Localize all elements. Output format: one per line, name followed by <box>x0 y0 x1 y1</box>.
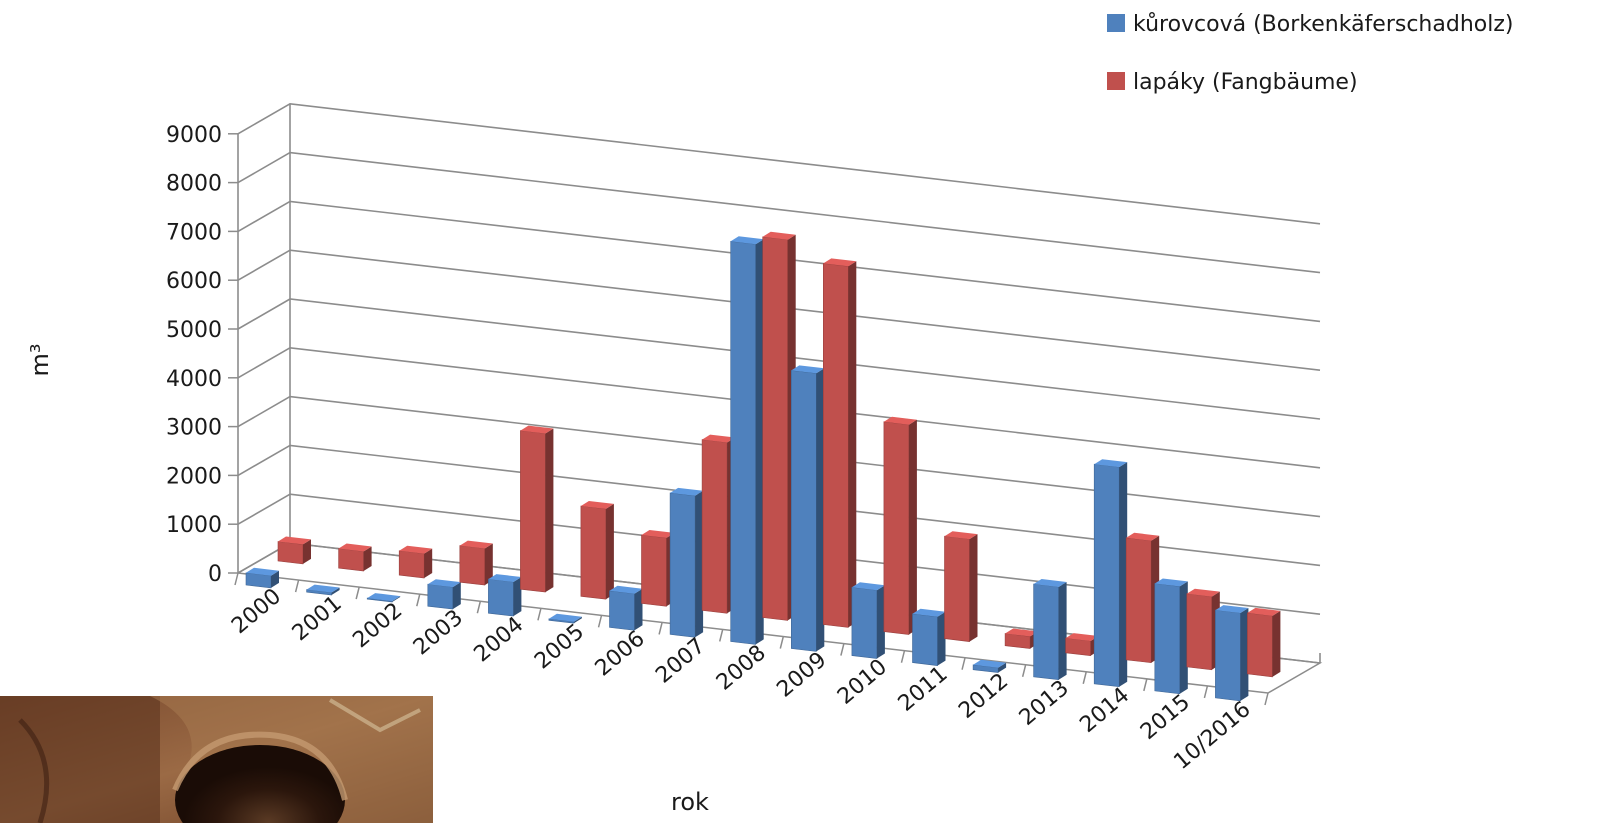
x-tick-label: 2004 <box>470 612 529 667</box>
x-tick-mark <box>537 608 542 621</box>
bar-borkenkafer-2015 <box>1154 578 1188 695</box>
gridline <box>237 102 1321 225</box>
legend-swatch-borkenkafer <box>1107 14 1125 32</box>
x-tick-label: 2012 <box>954 669 1013 724</box>
bar-fangbaume-2010 <box>883 416 917 635</box>
x-tick-mark <box>961 657 966 670</box>
bar-fangbaume-2008 <box>762 231 796 621</box>
x-tick-mark <box>1143 678 1148 692</box>
x-tick-label: 2005 <box>530 619 589 674</box>
x-tick-label: 2000 <box>227 584 286 639</box>
y-tick-label: 7000 <box>166 220 222 245</box>
axes <box>234 103 1321 706</box>
x-tick-label: 2007 <box>651 633 710 688</box>
bar-fangbaume-2012 <box>1004 628 1039 649</box>
bar-fangbaume-2006 <box>641 530 675 607</box>
y-tick-label: 3000 <box>166 416 222 441</box>
x-tick-mark <box>658 622 663 635</box>
bar-borkenkafer-2006 <box>609 585 643 631</box>
bar-borkenkafer-2009 <box>790 365 825 652</box>
x-tick-mark <box>355 586 360 600</box>
bar-borkenkafer-2002 <box>366 593 401 603</box>
x-tick-mark <box>234 572 239 586</box>
bar-fangbaume-2003 <box>459 540 493 586</box>
bar-fangbaume-2011 <box>944 531 978 642</box>
x-tick-mark <box>1264 692 1269 706</box>
bar-borkenkafer-2014 <box>1093 459 1128 688</box>
x-tick-mark <box>597 615 603 628</box>
bar-fangbaume-2009 <box>822 258 857 628</box>
bar-fangbaume-2013 <box>1065 633 1099 657</box>
y-tick-label: 2000 <box>166 464 222 489</box>
x-tick-mark <box>718 629 724 642</box>
bar-fangbaume-2007 <box>701 434 736 614</box>
x-tick-label: 2009 <box>772 648 831 703</box>
x-tick-label: 2002 <box>348 598 407 653</box>
bar-fangbaume-2000 <box>277 536 311 565</box>
bars <box>245 231 1281 702</box>
bar-borkenkafer-2008 <box>730 236 764 645</box>
bar-fangbaume-10/2016 <box>1247 607 1281 678</box>
y-tick-label: 1000 <box>166 513 222 538</box>
x-tick-mark <box>1021 664 1027 677</box>
x-tick-label: 2014 <box>1075 683 1134 738</box>
y-tick-label: 9000 <box>166 123 222 148</box>
x-tick-label: 2015 <box>1136 690 1195 745</box>
x-tick-mark <box>900 650 906 663</box>
bar-borkenkafer-2011 <box>912 608 946 666</box>
x-tick-label: 2010 <box>833 655 892 710</box>
x-tick-label: 2003 <box>409 605 468 660</box>
legend-label-borkenkafer: kůrovcová (Borkenkäferschadholz) <box>1133 12 1513 37</box>
legend-swatch-fangbaume <box>1107 72 1125 90</box>
x-tick-mark <box>476 601 482 614</box>
bar-borkenkafer-2004 <box>488 574 522 617</box>
legend: kůrovcová (Borkenkäferschadholz) lapáky … <box>1107 12 1513 95</box>
bar-borkenkafer-2012 <box>972 659 1007 673</box>
x-tick-label: 2001 <box>288 591 347 646</box>
bar-fangbaume-2015 <box>1186 588 1220 671</box>
y-axis-title: m³ <box>26 344 54 377</box>
bar-borkenkafer-2003 <box>427 579 461 610</box>
x-tick-mark <box>779 636 785 649</box>
x-tick-mark <box>1082 671 1087 685</box>
bar-borkenkafer-2013 <box>1033 579 1067 681</box>
bar-fangbaume-2001 <box>338 543 372 572</box>
bar-fangbaume-2004 <box>520 425 554 593</box>
bar-borkenkafer-2010 <box>851 582 885 659</box>
y-tick-label: 0 <box>208 562 222 587</box>
legend-label-fangbaume: lapáky (Fangbäume) <box>1133 70 1358 95</box>
x-tick-label: 2013 <box>1015 676 1074 731</box>
x-tick-mark <box>294 579 300 593</box>
bark-photo <box>0 696 433 823</box>
bar-fangbaume-2014 <box>1125 532 1160 664</box>
y-tick-label: 8000 <box>166 172 222 197</box>
bar-borkenkafer-10/2016 <box>1215 605 1249 702</box>
bar-borkenkafer-2000 <box>245 567 279 589</box>
y-tick-label: 4000 <box>166 367 222 392</box>
bar-fangbaume-2005 <box>580 501 614 600</box>
bar-borkenkafer-2005 <box>548 613 582 624</box>
bar-fangbaume-2002 <box>398 545 433 579</box>
y-tick-labels: 0 1000 2000 3000 4000 5000 6000 7000 8000 9000 <box>166 123 222 587</box>
bar-borkenkafer-2007 <box>669 487 704 638</box>
x-tick-mark <box>416 593 421 607</box>
x-axis-title: rok <box>671 788 709 816</box>
x-tick-label: 2011 <box>894 662 953 717</box>
x-tick-label: 2006 <box>591 626 650 681</box>
x-tick-mark <box>1203 685 1209 699</box>
bar-borkenkafer-2001 <box>306 584 340 596</box>
y-tick-label: 6000 <box>166 269 222 294</box>
x-tick-label: 2008 <box>712 640 771 695</box>
x-tick-mark <box>840 643 845 656</box>
y-tick-label: 5000 <box>166 318 222 343</box>
